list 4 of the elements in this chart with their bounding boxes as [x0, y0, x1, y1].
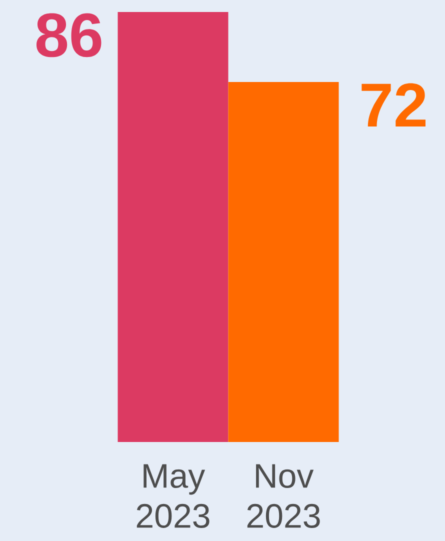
data-label: 86 — [36, 13, 102, 58]
x-tick-label: Nov 2023 — [247, 464, 320, 528]
x-tick-label: May 2023 — [136, 464, 210, 528]
data-label: 72 — [362, 83, 426, 127]
